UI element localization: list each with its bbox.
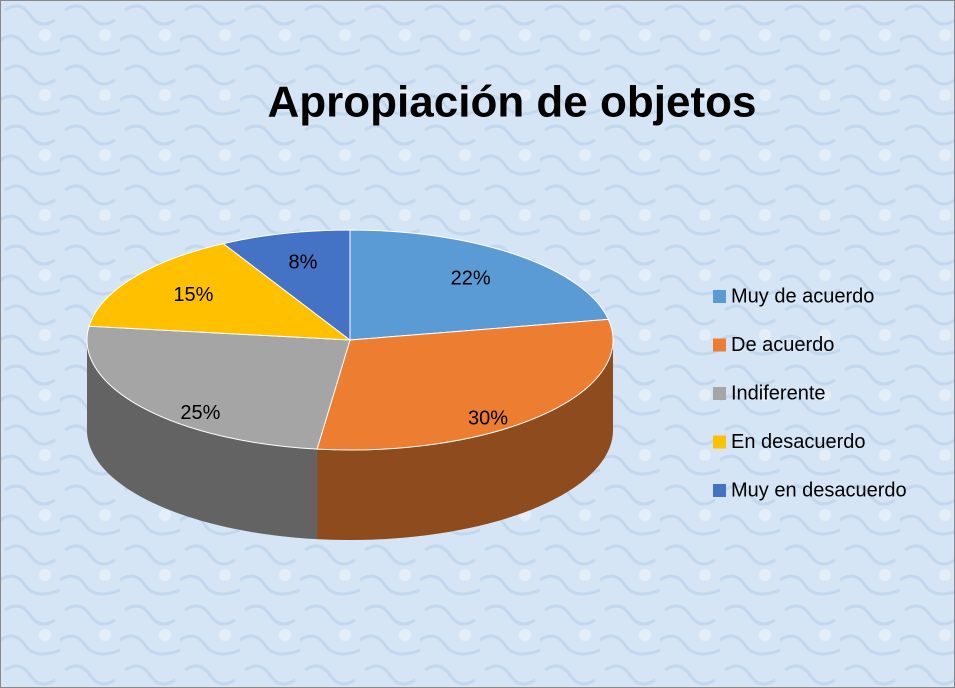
legend-swatch (713, 338, 726, 352)
slice (222, 229, 351, 342)
slice (316, 318, 614, 451)
data-label: 25% (180, 402, 220, 424)
legend-label: Muy de acuerdo (731, 285, 874, 307)
legend-swatch (713, 484, 726, 497)
legend-swatch (713, 290, 726, 303)
data-label: 8% (288, 252, 317, 274)
data-label: 22% (451, 267, 491, 289)
slice (86, 325, 351, 450)
slice (88, 243, 352, 341)
side-shade (317, 340, 613, 540)
slice-side (317, 340, 613, 540)
slice (349, 229, 610, 341)
data-label: 30% (468, 407, 508, 429)
legend-swatch (713, 435, 726, 449)
data-label: 15% (173, 284, 213, 306)
legend-label: Muy en desacuerdo (731, 479, 907, 501)
legend-label: En desacuerdo (731, 431, 866, 453)
slice-side (87, 340, 318, 540)
legend-swatch (713, 387, 726, 400)
side-shade (87, 340, 318, 540)
legend-label: De acuerdo (731, 334, 834, 356)
chart-title: Apropiación de objetos (268, 78, 757, 127)
legend-label: Indiferente (731, 382, 826, 404)
